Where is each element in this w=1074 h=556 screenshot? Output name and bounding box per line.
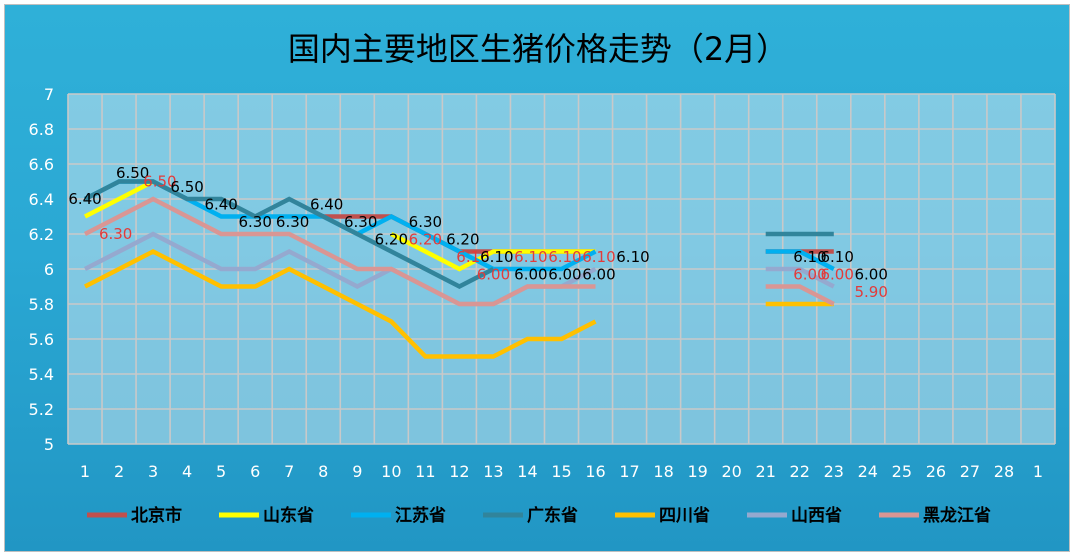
data-label: 6.30 (99, 225, 132, 243)
x-tick-label: 22 (790, 462, 810, 481)
x-tick-label: 9 (352, 462, 362, 481)
legend-label: 黑龙江省 (923, 505, 991, 526)
x-tick-label: 19 (687, 462, 707, 481)
data-label: 6.40 (310, 195, 343, 213)
data-label: 6.50 (116, 164, 149, 182)
data-label: 6.40 (68, 190, 101, 208)
data-label: 6.20 (446, 230, 479, 248)
y-tick-label: 6.4 (29, 190, 54, 209)
x-tick-label: 12 (449, 462, 469, 481)
y-tick-label: 6.2 (29, 225, 54, 244)
legend: 北京市 山东省 江苏省 广东省 四川省 山西省 黑龙江省 (87, 505, 991, 526)
series-line (765, 266, 835, 289)
x-tick-label: 23 (824, 462, 844, 481)
chart-title: 国内主要地区生猪价格走势（2月） (288, 30, 788, 68)
x-tick-label: 3 (148, 462, 158, 481)
data-label: 6.30 (409, 213, 442, 231)
series-5 (83, 248, 834, 359)
data-label: 6.10 (548, 248, 581, 266)
legend-label: 江苏省 (395, 505, 446, 526)
x-tick-label: 21 (756, 462, 776, 481)
data-label: 6.40 (204, 195, 237, 213)
data-label: 6.00 (582, 265, 615, 283)
y-tick-label: 5.2 (29, 400, 54, 419)
data-label: 6.00 (477, 265, 510, 283)
x-tick-label: 27 (960, 462, 980, 481)
data-label: 6.50 (143, 173, 176, 191)
y-tick-label: 5.8 (29, 295, 54, 314)
chart-svg: 国内主要地区生猪价格走势（2月） 5 5.2 5.4 5.6 5.8 6 6.2 6.4 6.6… (29, 30, 1056, 526)
y-tick-label: 5.4 (29, 365, 54, 384)
series-line (83, 248, 597, 359)
legend-label: 广东省 (527, 505, 578, 526)
data-label: 6.20 (375, 230, 408, 248)
x-tick-label: 10 (381, 462, 401, 481)
x-tick-label: 1 (1033, 462, 1043, 481)
data-label: 6.50 (170, 178, 203, 196)
y-tick-label: 5.6 (29, 330, 54, 349)
data-label: 6.30 (276, 213, 309, 231)
data-label: 6.10 (793, 248, 826, 266)
x-tick-label: 16 (585, 462, 605, 481)
data-label: 6.10 (582, 248, 615, 266)
x-tick-label: 25 (892, 462, 912, 481)
y-tick-label: 5 (44, 435, 54, 454)
y-tick-label: 6 (44, 260, 54, 279)
x-tick-label: 15 (551, 462, 571, 481)
series-4 (83, 179, 834, 290)
x-tick-label: 4 (182, 462, 192, 481)
series-line (83, 196, 596, 307)
x-tick-label: 28 (994, 462, 1014, 481)
series-line (83, 179, 155, 219)
x-tick-label: 13 (483, 462, 503, 481)
x-tick-label: 8 (318, 462, 328, 481)
chart-frame: 国内主要地区生猪价格走势（2月） 5 5.2 5.4 5.6 5.8 6 6.2 6.4 6.6… (4, 4, 1070, 552)
y-tick-label: 7 (44, 85, 54, 104)
x-tick-label: 18 (653, 462, 673, 481)
series-2 (83, 179, 596, 272)
series-line (765, 249, 835, 272)
data-label: 6.10 (616, 248, 649, 266)
x-tick-label: 26 (926, 462, 946, 481)
data-label: 6.00 (820, 265, 853, 283)
legend-label: 山东省 (263, 505, 314, 526)
x-tick-label: 2 (114, 462, 124, 481)
data-label: 6.00 (855, 265, 888, 283)
legend-label: 山西省 (791, 505, 842, 526)
data-label: 6.10 (820, 248, 853, 266)
y-tick-label: 6.8 (29, 120, 54, 139)
data-label: 6.10 (456, 248, 489, 266)
data-label: 6.00 (514, 265, 547, 283)
data-label: 6.30 (344, 213, 377, 231)
x-tick-label: 14 (517, 462, 537, 481)
x-tick-label: 11 (415, 462, 435, 481)
data-label: 6.30 (238, 213, 271, 231)
x-tick-label: 20 (721, 462, 741, 481)
data-label: 6.10 (514, 248, 547, 266)
series-line (765, 284, 835, 307)
y-tick-label: 6.6 (29, 155, 54, 174)
data-label: 5.90 (855, 283, 888, 301)
series-7 (83, 196, 835, 307)
data-label: 6.20 (409, 230, 442, 248)
data-label: 6.10 (480, 248, 513, 266)
x-tick-label: 1 (80, 462, 90, 481)
legend-label: 四川省 (659, 505, 710, 526)
x-tick-label: 6 (250, 462, 260, 481)
legend-label: 北京市 (131, 505, 182, 526)
data-label: 6.00 (793, 265, 826, 283)
x-tick-label: 5 (216, 462, 226, 481)
x-tick-label: 24 (858, 462, 878, 481)
data-label: 6.00 (548, 265, 581, 283)
x-tick-label: 17 (619, 462, 639, 481)
x-tick-label: 7 (284, 462, 294, 481)
series-line (83, 179, 495, 290)
series-line (390, 231, 596, 272)
